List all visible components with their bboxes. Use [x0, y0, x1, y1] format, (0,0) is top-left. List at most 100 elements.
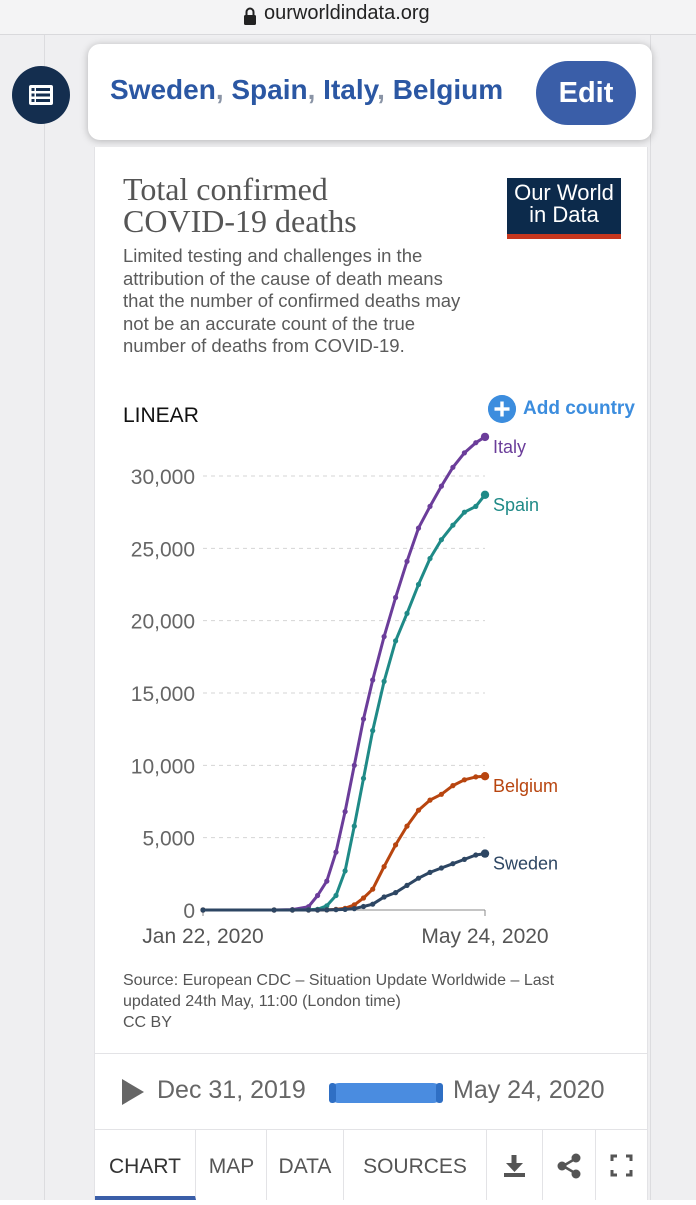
x-tick-label: Jan 22, 2020 [142, 925, 263, 948]
data-point [427, 869, 433, 876]
play-icon[interactable] [122, 1079, 144, 1105]
entity-list-button[interactable] [12, 66, 70, 124]
data-point [473, 503, 479, 509]
data-point [450, 522, 456, 528]
data-point [473, 774, 479, 780]
browser-url-bar[interactable]: ourworldindata.org [0, 0, 696, 35]
data-point [381, 864, 387, 870]
timeline-divider [95, 1053, 647, 1054]
data-point [342, 868, 348, 874]
data-point [473, 852, 479, 858]
lock-icon [244, 7, 256, 25]
data-point [333, 892, 339, 899]
data-point [351, 906, 357, 912]
data-point [360, 716, 367, 722]
side-divider-left [44, 35, 45, 1200]
source-text: Source: European CDC – Situation Update … [123, 972, 555, 1010]
share-icon [557, 1153, 581, 1179]
series-end-marker [480, 849, 490, 858]
data-point [404, 823, 410, 829]
data-point [324, 907, 330, 913]
data-point [305, 907, 312, 913]
data-point [351, 762, 357, 768]
data-point [381, 894, 387, 900]
edit-button[interactable]: Edit [536, 61, 636, 125]
data-point [381, 634, 387, 640]
data-point [393, 594, 399, 601]
data-point [415, 875, 422, 881]
logo-accent-bar [507, 234, 621, 239]
data-point [438, 483, 444, 489]
y-tick-label: 30,000 [131, 466, 195, 489]
series-end-marker [480, 432, 490, 442]
share-button[interactable] [543, 1130, 596, 1200]
scale-toggle[interactable]: LINEAR [123, 404, 199, 427]
data-point [200, 907, 206, 913]
data-point [360, 775, 367, 782]
series-line-italy [203, 435, 486, 912]
list-icon [29, 85, 53, 105]
data-point [351, 823, 357, 829]
timeline-slider[interactable] [329, 1083, 443, 1103]
series-line-spain [203, 493, 487, 912]
selected-countries[interactable]: Sweden, Spain, Italy, Belgium [110, 74, 504, 105]
data-point [415, 525, 422, 531]
country-belgium[interactable]: Belgium [392, 74, 504, 105]
series-label-belgium: Belgium [493, 776, 558, 796]
data-point [333, 907, 339, 913]
data-point [324, 903, 330, 909]
data-point [324, 878, 330, 884]
tab-map[interactable]: MAP [197, 1130, 267, 1200]
series-label-sweden: Sweden [493, 854, 558, 874]
license-text[interactable]: CC BY [123, 1014, 172, 1031]
timeline-slider-handles[interactable] [329, 1083, 443, 1103]
download-icon [504, 1155, 525, 1177]
plus-icon [488, 395, 516, 423]
data-point [427, 503, 433, 509]
data-point [438, 791, 444, 797]
data-point [461, 450, 467, 456]
tab-chart[interactable]: CHART [95, 1130, 196, 1200]
chart-title: Total confirmed COVID-19 deaths [123, 171, 357, 239]
series-line-sweden [203, 852, 486, 912]
owid-logo[interactable]: Our World in Data [507, 178, 621, 238]
fullscreen-button[interactable] [596, 1130, 647, 1200]
data-point [360, 895, 367, 901]
y-tick-label: 25,000 [131, 538, 195, 561]
data-point [438, 865, 444, 871]
y-tick-label: 20,000 [131, 611, 195, 634]
country-sweden[interactable]: Sweden [110, 74, 216, 105]
chart-subtitle: Limited testing and challenges in the at… [123, 245, 461, 356]
download-button[interactable] [487, 1130, 543, 1200]
line-chart: 0 5,000 10,000 15,000 20,000 25,000 30,000 Jan … [131, 432, 558, 948]
data-point [415, 581, 422, 588]
data-point [393, 638, 399, 644]
data-point [393, 842, 399, 848]
data-point [461, 777, 467, 783]
country-spain[interactable]: Spain [231, 74, 308, 105]
y-tick-label: 10,000 [131, 755, 195, 778]
tab-data[interactable]: DATA [267, 1130, 344, 1200]
data-point [415, 807, 422, 813]
add-country-label: Add country [523, 398, 635, 419]
timeline-end-date: May 24, 2020 [453, 1076, 605, 1104]
data-point [404, 882, 410, 889]
data-point [342, 809, 348, 815]
url-text[interactable]: ourworldindata.org [264, 2, 430, 24]
tab-sources[interactable]: SOURCES [344, 1130, 487, 1200]
data-point [315, 892, 321, 899]
y-tick-label: 5,000 [142, 828, 195, 851]
data-point [461, 856, 467, 863]
data-point [473, 440, 479, 446]
timeline-start-date: Dec 31, 2019 [157, 1076, 306, 1104]
data-point [461, 509, 467, 515]
data-point [370, 728, 376, 734]
y-tick-label: 0 [183, 900, 195, 923]
fullscreen-icon [610, 1154, 633, 1177]
series-end-marker [480, 772, 490, 781]
data-point [427, 555, 433, 562]
country-italy[interactable]: Italy [323, 74, 378, 105]
data-point [333, 849, 339, 855]
data-point [351, 902, 357, 908]
side-divider-right [650, 35, 651, 1200]
